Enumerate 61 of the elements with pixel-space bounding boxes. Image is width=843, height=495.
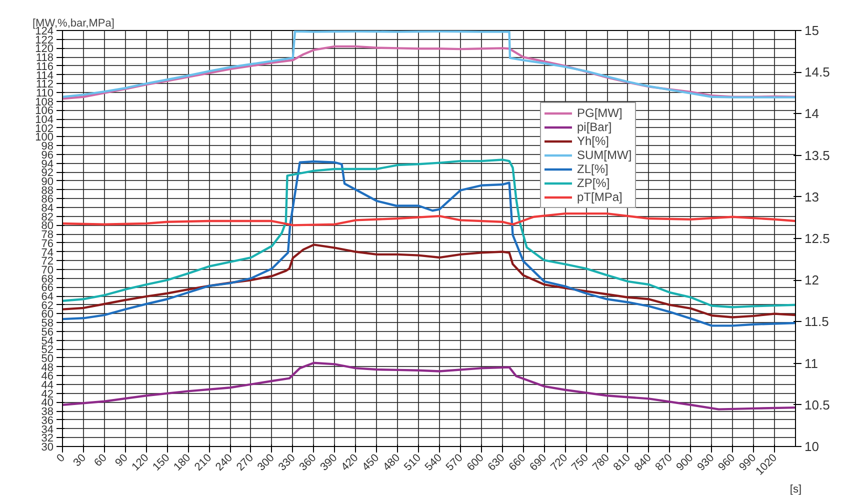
x-tick-label: 330 [276, 452, 298, 474]
x-tick-label: 480 [381, 452, 403, 474]
legend-label: pT[MPa] [577, 190, 622, 204]
x-tick-label: 900 [674, 452, 696, 474]
x-tick-label: 870 [653, 452, 675, 474]
x-tick-label: 450 [360, 452, 382, 474]
x-tick-label: 360 [297, 452, 319, 474]
x-tick-label: 60 [92, 452, 110, 470]
line-series [62, 244, 796, 318]
x-tick-label: 300 [255, 452, 277, 474]
x-tick-label: 720 [548, 452, 570, 474]
x-tick-label: 810 [611, 452, 633, 474]
y2-tick-label: 14 [804, 106, 819, 122]
y-tick-label: 30 [41, 442, 54, 454]
y2-tick-label: 13 [804, 189, 819, 204]
x-tick-label: 660 [506, 452, 528, 474]
x-tick-label: 960 [716, 452, 738, 474]
y2-tick-label: 10 [804, 439, 819, 454]
y-axis-title: [MW,%,bar,MPa] [32, 18, 114, 30]
line-series [62, 45, 796, 100]
x-tick-label: 120 [130, 452, 152, 474]
y2-tick-label: 11 [804, 356, 818, 371]
y-tick-label: 90 [41, 176, 54, 188]
x-tick-label: 0 [54, 452, 68, 465]
line-series [62, 30, 796, 98]
x-tick-label: 690 [528, 452, 550, 474]
x-axis-title: [s] [790, 484, 802, 495]
legend-label: pi[Bar] [577, 120, 612, 134]
x-tick-label: 180 [172, 452, 194, 474]
y2-tick-label: 12.5 [804, 231, 830, 246]
x-tick-label: 210 [192, 452, 214, 474]
x-tick-label: 780 [590, 452, 612, 474]
y2-tick-label: 12 [804, 272, 819, 288]
x-tick-label: 630 [486, 452, 508, 474]
x-tick-label: 30 [71, 452, 88, 470]
legend-label: Yh[%] [577, 134, 610, 148]
y2-tick-label: 15 [804, 23, 819, 38]
x-tick-label: 420 [339, 452, 361, 474]
x-tick-label: 750 [570, 452, 592, 474]
x-tick-label: 390 [318, 452, 340, 474]
x-tick-label: 240 [214, 452, 235, 474]
y2-tick-label: 14.5 [804, 64, 830, 80]
x-tick-label: 150 [150, 452, 172, 474]
y2-tick-label: 11.5 [804, 314, 829, 330]
line-series [62, 362, 796, 410]
legend-label: ZP[%] [577, 176, 610, 190]
legend-label: SUM[MW] [577, 148, 632, 162]
y2-tick-label: 13.5 [804, 148, 830, 163]
x-tick-label: 600 [464, 452, 486, 474]
x-tick-label: 930 [695, 452, 717, 474]
x-tick-label: 840 [632, 452, 654, 474]
legend-label: ZL[%] [577, 162, 608, 176]
x-tick-label: 270 [234, 452, 256, 474]
x-tick-label: 510 [402, 452, 424, 474]
line-series [62, 212, 796, 226]
y2-tick-label: 10.5 [804, 397, 830, 412]
x-tick-label: 90 [113, 452, 130, 470]
legend-label: PG[MW] [577, 106, 622, 120]
x-tick-label: 570 [444, 452, 466, 474]
x-tick-label: 540 [422, 452, 444, 474]
y-tick-label: 70 [41, 264, 54, 276]
